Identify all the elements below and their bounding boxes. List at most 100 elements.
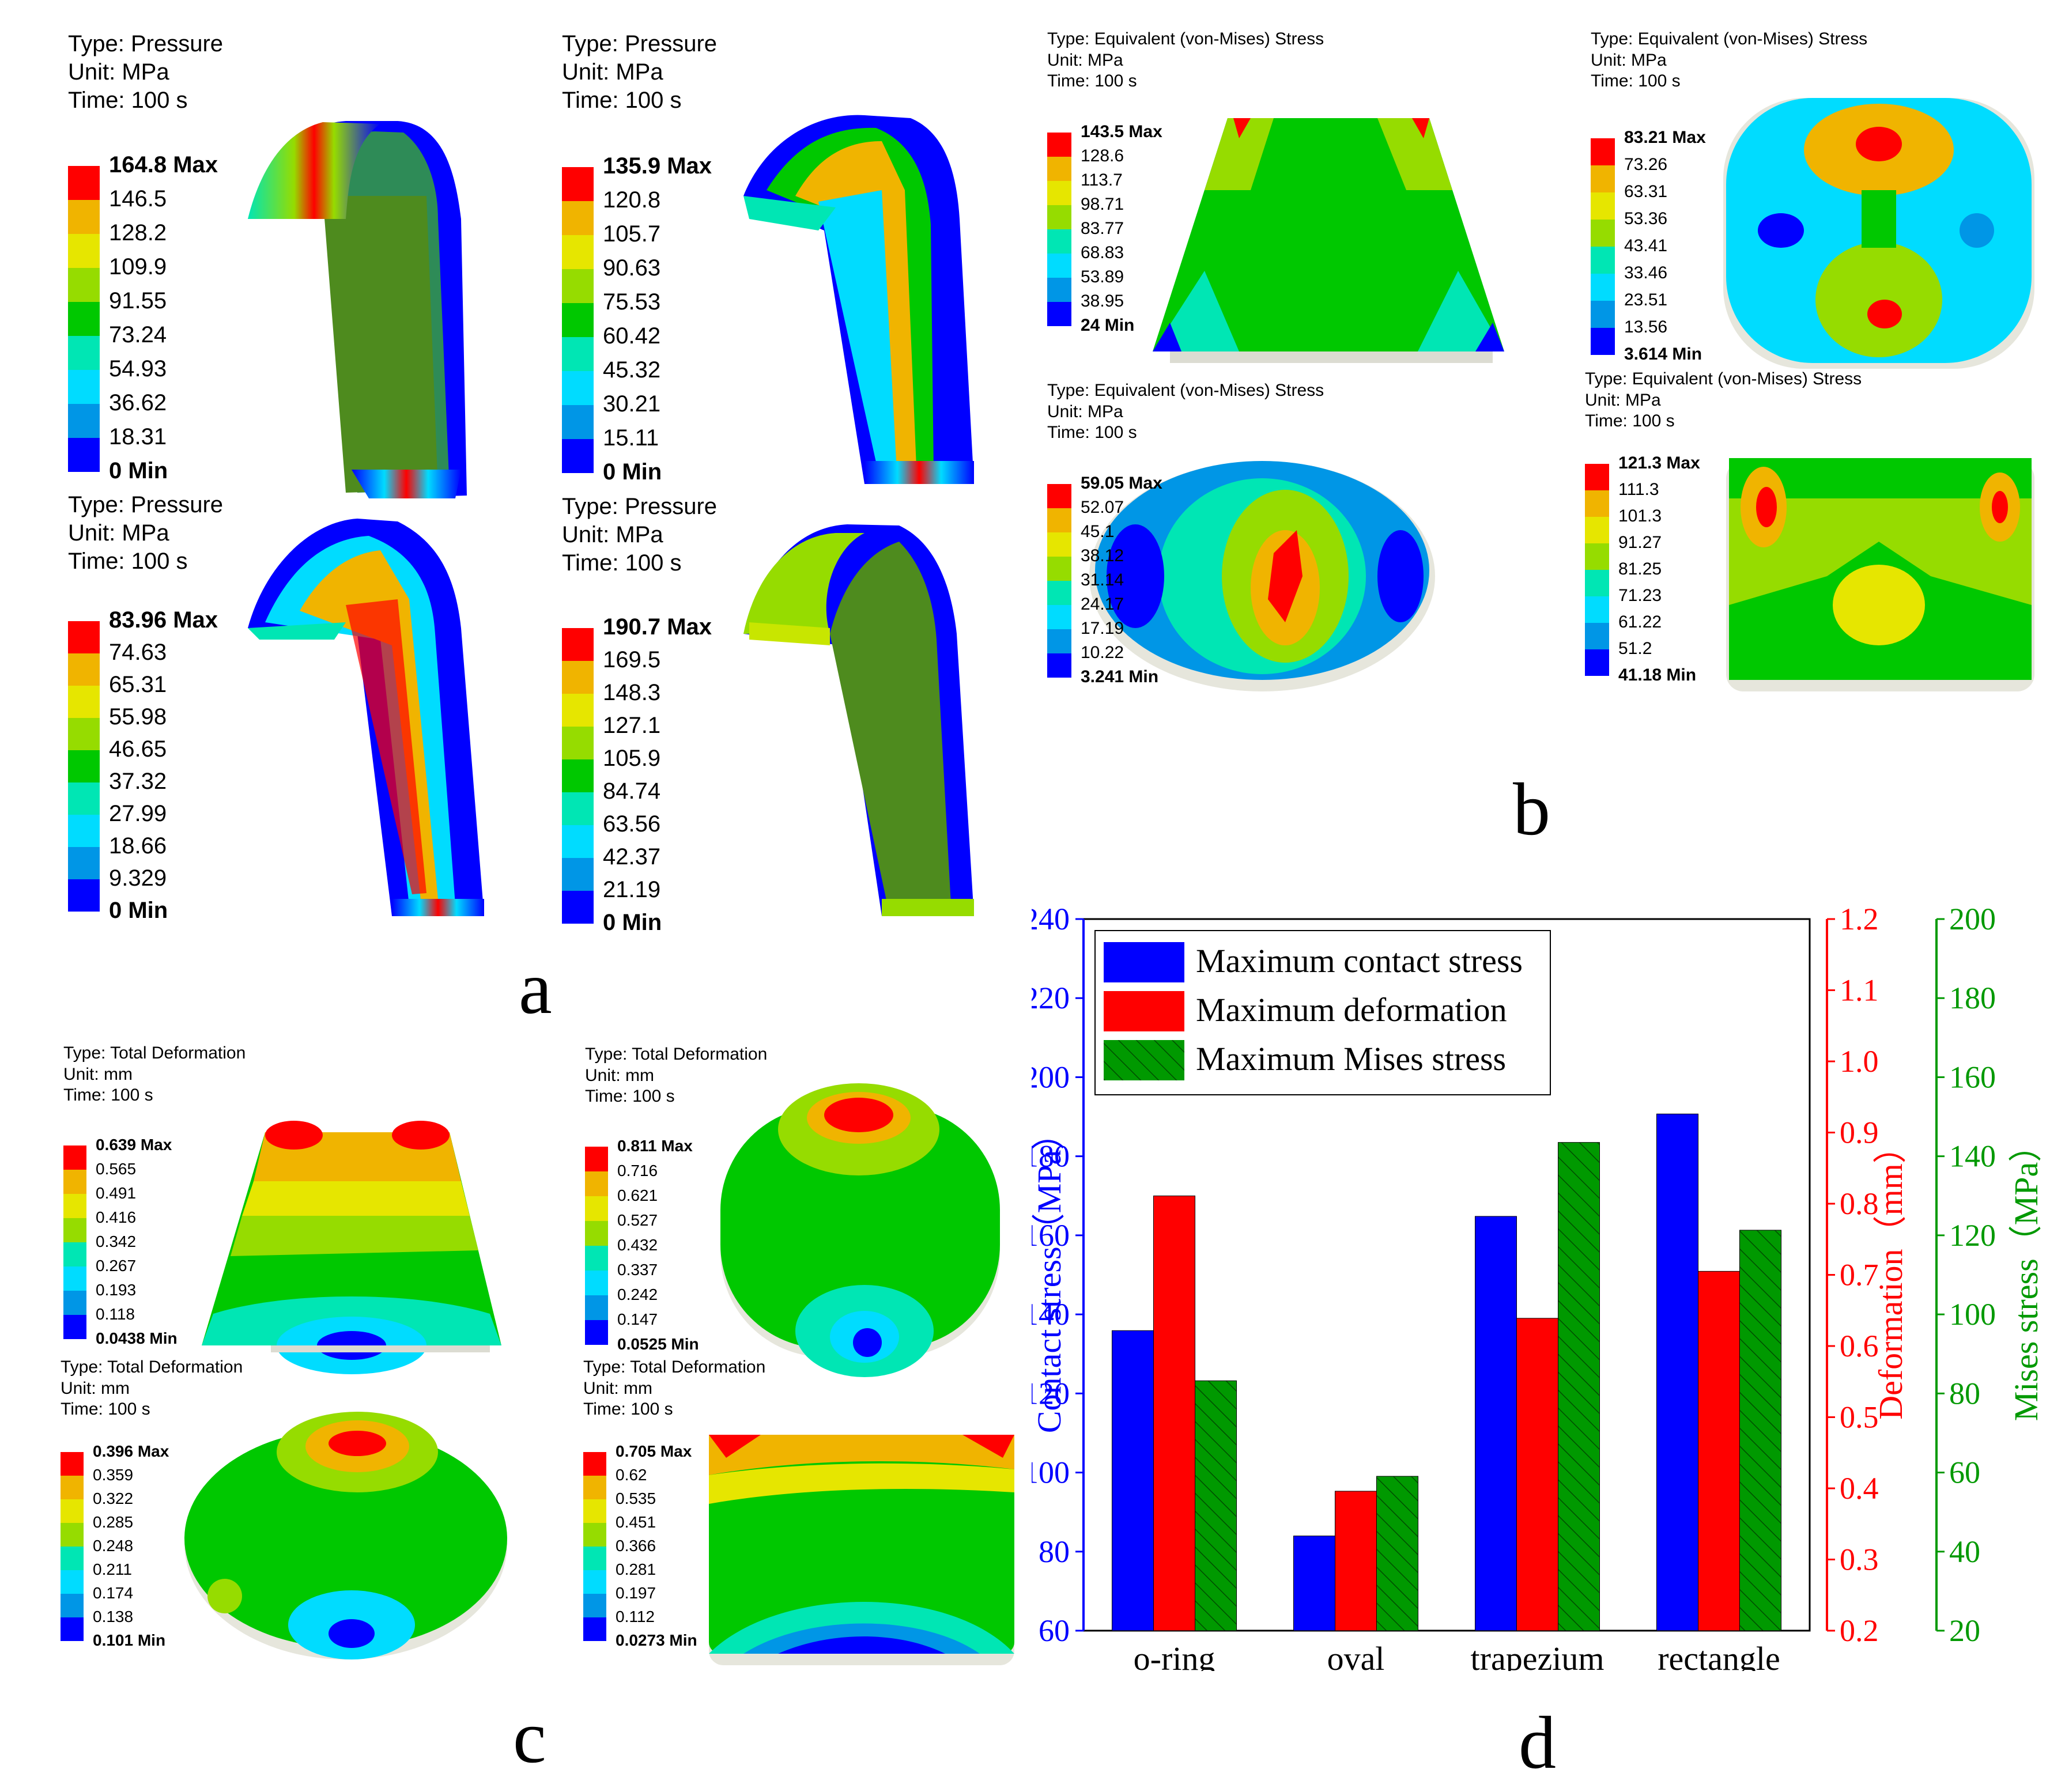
legend-value: 0.0438 Min [96,1329,178,1348]
legend-value: 37.32 [109,769,167,794]
legend-swatch [562,235,594,269]
bar-maximum-mises-stress [1195,1380,1237,1631]
legend-swatch [1591,328,1615,355]
deformation-time-4: Time: 100 s [583,1400,673,1419]
mises-axis-tick-label: 60 [1949,1455,1980,1490]
legend-value: 71.23 [1618,586,1662,605]
left-axis-tick-label: 160 [1032,1218,1070,1253]
legend-swatch [562,891,594,924]
legend-value: 0.716 [617,1162,658,1180]
pressure-header-2: Type: Pressure Unit: MPa Time: 100 s [562,30,717,114]
legend-swatch [68,200,100,234]
legend-swatch [562,628,594,661]
legend-value: 53.36 [1624,209,1668,228]
legend-value: 83.21 Max [1624,128,1706,147]
mises-axis-tick-label: 180 [1949,981,1996,1015]
legend-swatch [1047,557,1071,581]
deformation-axis-tick-label: 0.4 [1840,1471,1879,1506]
legend-value: 0.0273 Min [616,1631,697,1650]
legend-value: 0.639 Max [96,1136,172,1154]
legend-swatch [585,1196,608,1221]
left-axis-tick-label: 200 [1032,1060,1070,1094]
legend-swatch [68,268,100,302]
stress-time-3: Time: 100 s [1047,423,1137,443]
stress-type-4: Type: Equivalent (von-Mises) Stress [1585,369,1862,388]
legend-swatch [583,1523,606,1547]
pressure-type-1: Type: Pressure [68,31,224,56]
legend-value: 0.0525 Min [617,1335,699,1354]
bar-maximum-deformation [1335,1491,1377,1631]
legend-value: 105.7 [603,221,661,247]
legend-swatch [562,858,594,891]
legend-swatch [562,439,594,473]
legend-value: 18.66 [109,833,167,859]
deformation-axis-tick-label: 1.1 [1840,973,1879,1008]
mises-axis-tick-label: 200 [1949,902,1996,936]
legend-swatch [1585,517,1609,543]
legend-value: 84.74 [603,778,661,804]
deformation-time-1: Time: 100 s [63,1086,153,1105]
deformation-contour-1 [202,1121,501,1374]
pressure-ring-3 [248,519,484,916]
legend-swatch [1591,247,1615,274]
legend-swatch [63,1291,86,1315]
legend-value: 90.63 [603,255,661,281]
legend-value: 0 Min [109,898,168,923]
legend-value: 91.55 [109,288,167,313]
mises-axis-tick-label: 120 [1949,1218,1996,1253]
left-axis-tick-label: 120 [1032,1376,1070,1411]
legend-swatch [63,1145,86,1170]
legend-value: 0.565 [96,1160,137,1178]
legend-value: 83.77 [1081,219,1124,238]
legend-value: 128.2 [109,220,167,245]
legend-value: 0.62 [616,1466,647,1484]
legend-swatch [1047,532,1071,557]
legend-swatch [1585,543,1609,570]
legend-swatch [61,1476,84,1499]
deformation-header-4: Type: Total Deformation Unit: mm Time: 1… [583,1357,765,1420]
left-axis-tick-label: 240 [1032,902,1070,936]
legend-swatch [562,405,594,439]
mises-axis-tick-label: 20 [1949,1613,1980,1648]
legend-value: 27.99 [109,801,167,826]
legend-value: 91.27 [1618,533,1662,552]
deformation-unit-1: Unit: mm [63,1064,133,1084]
legend-value: 30.21 [603,391,661,417]
legend-value: 0.118 [96,1305,135,1324]
stress-type-1: Type: Equivalent (von-Mises) Stress [1047,29,1324,48]
deformation-contour-2 [720,1083,1000,1377]
legend-value: 0.342 [96,1233,137,1251]
legend-swatch [1585,490,1609,517]
legend-value: 0.267 [96,1257,137,1275]
legend-swatch [562,201,594,235]
legend-value: 0.396 Max [93,1442,169,1461]
bar-maximum-contact-stress [1475,1216,1517,1631]
deformation-type-4: Type: Total Deformation [583,1358,766,1377]
legend-swatch [1591,165,1615,192]
legend-swatch [1047,254,1071,278]
legend-swatch [68,879,100,912]
legend-swatch [1585,649,1609,676]
legend-swatch [68,370,100,404]
legend-value: 81.25 [1618,559,1662,579]
legend-swatch [1047,484,1071,508]
legend-value: 13.56 [1624,317,1668,337]
legend-swatch [585,1246,608,1271]
bar-chart: 60 80 100 120 140 160 180 200 220 240 Contact stre… [1032,902,2045,1671]
pressure-header-3: Type: Pressure Unit: MPa Time: 100 s [68,491,223,575]
legend-swatch [68,404,100,438]
legend-swatch [1047,302,1071,326]
left-axis-tick-label: 180 [1032,1139,1070,1174]
deformation-axis-tick-label: 0.7 [1840,1258,1879,1292]
legend-swatch [1591,274,1615,301]
legend-value: 0.451 [616,1513,656,1532]
legend-value: 45.1 [1081,522,1115,541]
legend-value: 75.53 [603,289,661,315]
legend-swatch [63,1218,86,1242]
legend-swatch [585,1171,608,1196]
legend-value: 38.95 [1081,292,1124,311]
legend-swatch [68,750,100,782]
panel-b: Type: Equivalent (von-Mises) Stress Unit… [1032,0,2065,864]
panel-d: 60 80 100 120 140 160 180 200 220 240 Contact stre… [1032,864,2065,1792]
deformation-axis-tick-label: 1.2 [1840,902,1879,936]
